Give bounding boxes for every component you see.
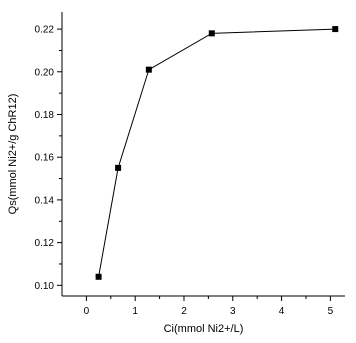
axes <box>61 12 345 297</box>
y-tick-label: 0.12 <box>35 238 55 249</box>
series-line <box>98 28 336 277</box>
y-axis-title: Qs(mmol Ni2+/g ChR12) <box>7 94 19 215</box>
x-tick-label: 0 <box>84 306 90 317</box>
y-tick-label: 0.10 <box>35 281 55 292</box>
x-tick-label: 5 <box>328 306 334 317</box>
y-tick-label: 0.16 <box>35 153 55 164</box>
x-tick-label: 4 <box>279 306 285 317</box>
x-axis-title: Ci(mmol Ni2+/L) <box>164 323 244 335</box>
data-point-marker <box>115 164 122 171</box>
data-point-marker <box>208 30 215 37</box>
series-layer <box>95 26 339 280</box>
x-tick-label: 1 <box>132 306 138 317</box>
y-tick-label: 0.20 <box>35 67 55 78</box>
data-point-marker <box>332 26 339 33</box>
data-point-marker <box>145 66 152 73</box>
data-point-marker <box>95 273 102 280</box>
x-tick-label: 2 <box>181 306 187 317</box>
x-tick-label: 3 <box>230 306 236 317</box>
y-tick-label: 0.22 <box>35 25 55 36</box>
ticks: 0 1 2 3 4 5 0.10 0.12 0.14 0.16 0.18 0.20 0.22 <box>35 25 334 317</box>
y-tick-label: 0.14 <box>35 195 55 206</box>
y-tick-label: 0.18 <box>35 110 55 121</box>
